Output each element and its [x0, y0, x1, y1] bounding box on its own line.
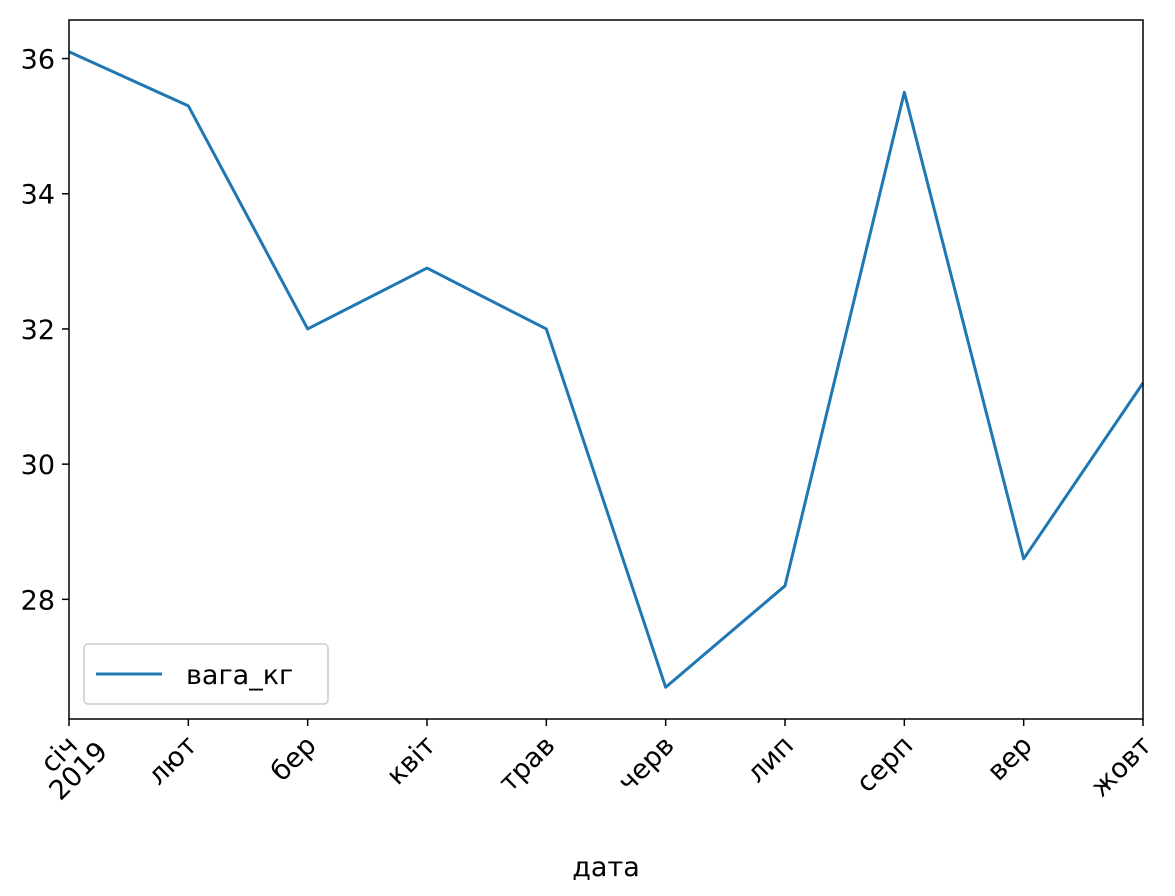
x-axis-label: дата — [572, 852, 640, 883]
x-tick-label: черв — [612, 730, 680, 798]
y-tick-label: 30 — [21, 450, 55, 481]
line-series — [68, 50, 1145, 689]
y-tick-label: 32 — [21, 315, 55, 346]
x-tick-label: лют — [142, 730, 203, 791]
x-tick-label: лип — [741, 730, 800, 789]
x-tick-label: жовт — [1085, 730, 1158, 803]
x-tick-label: квіт — [381, 730, 442, 791]
legend-box — [83, 643, 329, 705]
y-tick-label: 34 — [21, 180, 55, 211]
plot-frame — [68, 19, 1144, 720]
x-tick-label: серп — [851, 730, 920, 799]
y-tick-label: 36 — [21, 45, 55, 76]
legend-label: вага_кг — [186, 660, 293, 691]
x-tick-label: бер — [265, 730, 323, 788]
x-tick-label: трав — [493, 730, 561, 798]
y-tick-label: 28 — [21, 585, 55, 616]
x-tick-label: вер — [982, 730, 1039, 787]
